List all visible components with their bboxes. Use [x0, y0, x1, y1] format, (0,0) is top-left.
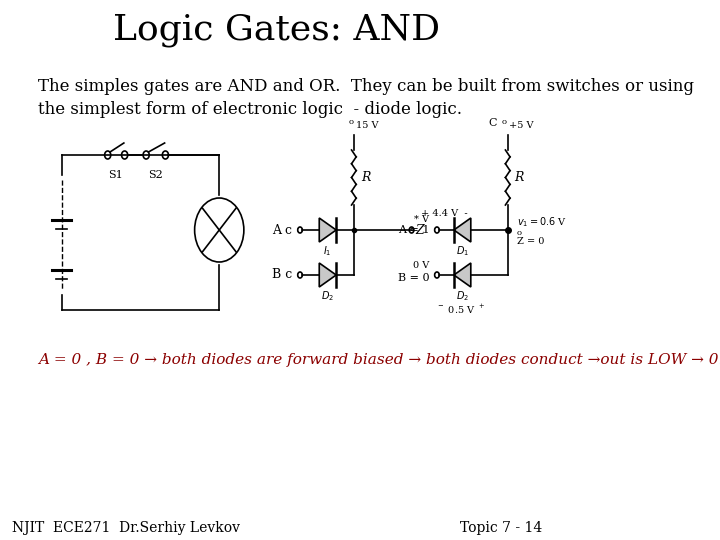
Text: S2: S2 [148, 170, 163, 180]
Text: The simples gates are AND and OR.  They can be built from switches or using
the : The simples gates are AND and OR. They c… [38, 78, 695, 118]
Text: o: o [348, 118, 354, 126]
Text: +5 V: +5 V [509, 121, 534, 130]
Text: * V: * V [414, 215, 429, 225]
Text: Z = 0: Z = 0 [517, 238, 544, 246]
Text: B c: B c [272, 268, 292, 281]
Polygon shape [454, 263, 471, 287]
Text: 0 V: 0 V [413, 260, 429, 269]
Polygon shape [454, 218, 471, 242]
Text: $I_1$: $I_1$ [323, 244, 332, 258]
Text: Logic Gates: AND: Logic Gates: AND [113, 13, 441, 47]
Polygon shape [319, 263, 336, 287]
Text: A c: A c [272, 224, 292, 237]
Polygon shape [319, 218, 336, 242]
Text: $D_1$: $D_1$ [456, 244, 469, 258]
Text: Z: Z [415, 224, 424, 237]
Text: R: R [361, 171, 370, 184]
Text: S1: S1 [108, 170, 123, 180]
Text: + 4.4 V  -: + 4.4 V - [421, 209, 468, 218]
Text: o: o [501, 118, 506, 126]
Text: Topic 7 - 14: Topic 7 - 14 [460, 521, 542, 535]
Text: 15 V: 15 V [356, 121, 379, 130]
Text: R: R [515, 171, 524, 184]
Text: A = 1: A = 1 [397, 225, 429, 235]
Text: $D_2$: $D_2$ [456, 289, 469, 303]
Text: $D_2$: $D_2$ [321, 289, 334, 303]
Text: o: o [517, 229, 522, 237]
Text: $v_1 = 0.6$ V: $v_1 = 0.6$ V [517, 215, 567, 229]
Text: NJIT  ECE271  Dr.Serhiy Levkov: NJIT ECE271 Dr.Serhiy Levkov [12, 521, 240, 535]
Text: B = 0: B = 0 [397, 273, 429, 283]
Text: A = 0 , B = 0 → both diodes are forward biased → both diodes conduct →out is LOW: A = 0 , B = 0 → both diodes are forward … [38, 353, 720, 367]
Text: C: C [488, 118, 497, 128]
Text: $^-$ 0.5 V $^+$: $^-$ 0.5 V $^+$ [436, 303, 485, 316]
